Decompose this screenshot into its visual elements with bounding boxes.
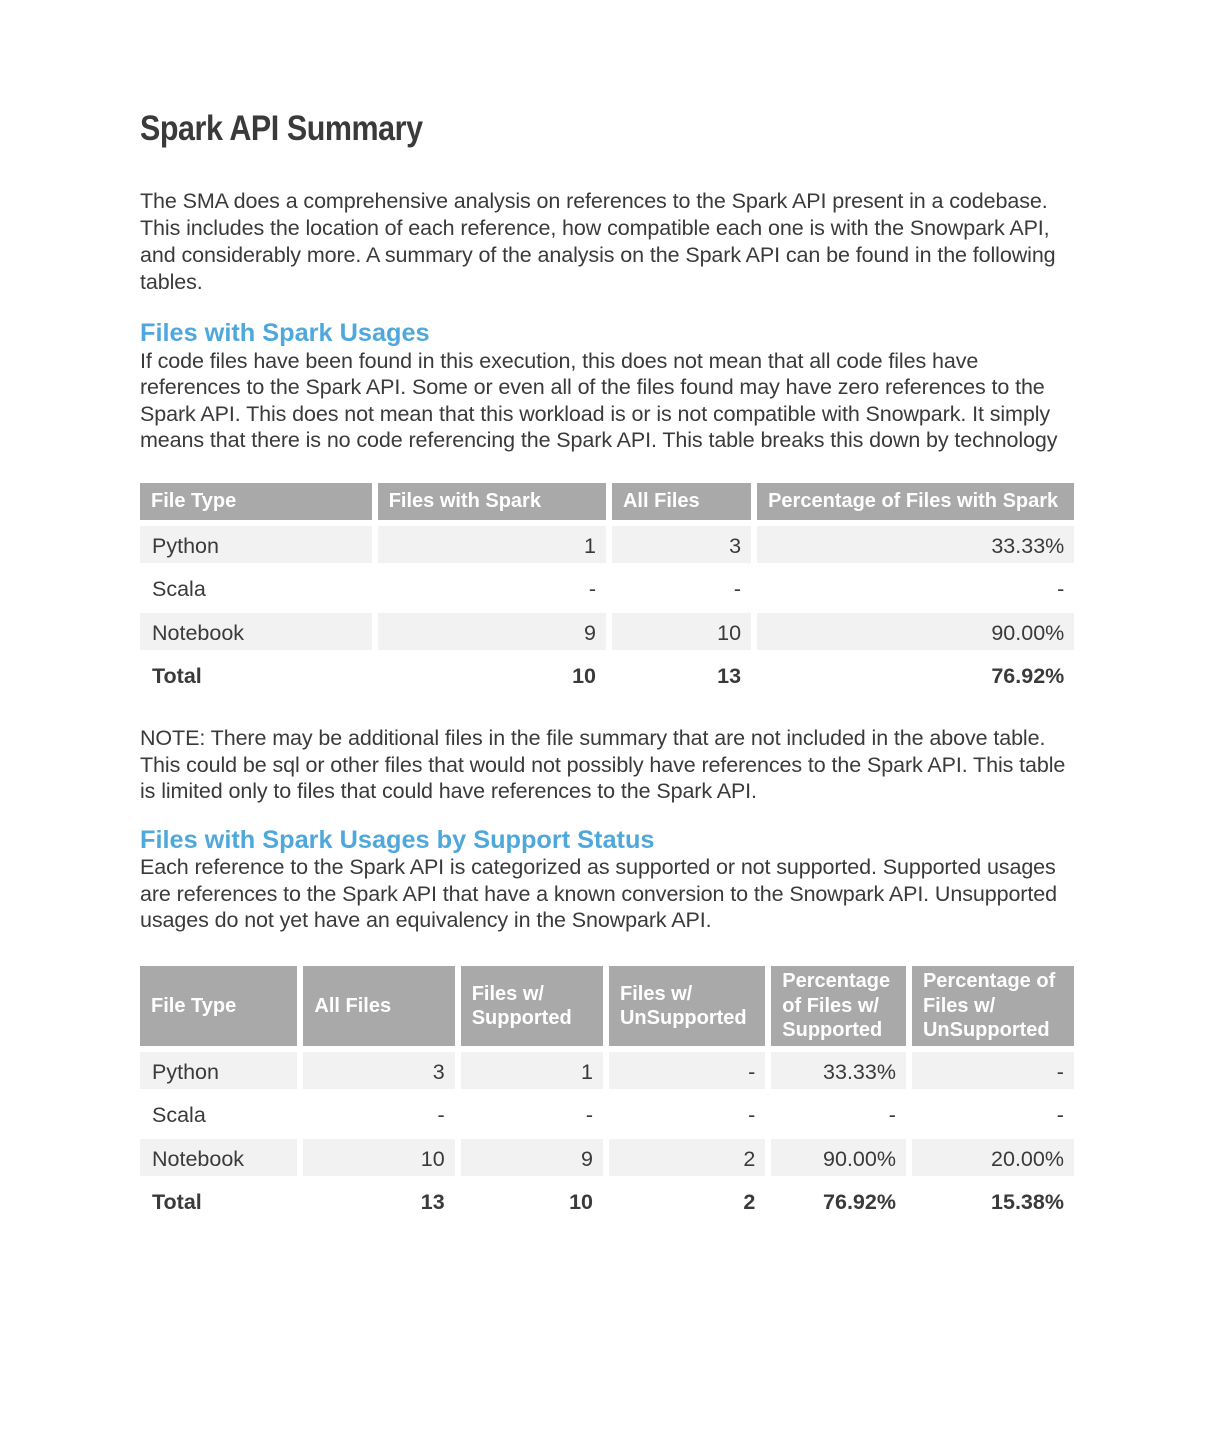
- table-cell: 3: [611, 525, 752, 564]
- text-line: is limited only to files that could have…: [140, 779, 757, 804]
- table-cell: Notebook: [140, 612, 372, 651]
- table-total-cell: 76.92%: [823, 1190, 896, 1215]
- table-cell: 90.00%: [757, 612, 1075, 651]
- table-cell: 2: [608, 1138, 766, 1177]
- files-by-support-status-table: File Type All Files Files w/ Supported File…: [140, 966, 1074, 1220]
- intro-paragraph: The SMA does a comprehensive analysis on…: [140, 188, 1073, 296]
- table-cell: 33.33%: [757, 525, 1075, 564]
- table-header-cell: All Files: [611, 482, 752, 520]
- table-header-cell: Percentage of Files with Spark: [757, 482, 1075, 520]
- table-cell: -: [911, 1051, 1074, 1090]
- table-total-cell: 13: [717, 664, 742, 689]
- table-cell: 10: [303, 1138, 455, 1177]
- table-cell: 9: [460, 1138, 603, 1177]
- document-page: Spark API Summary The SMA does a compreh…: [140, 108, 1075, 1220]
- text-line: usages do not yet have an equivalency in…: [140, 908, 712, 933]
- table-cell: -: [748, 1103, 756, 1128]
- text-line: This includes the location of each refer…: [140, 215, 1050, 240]
- text-line: If code files have been found in this ex…: [140, 348, 979, 373]
- table-cell: Scala: [152, 1103, 206, 1128]
- page-title: Spark API Summary: [140, 108, 423, 148]
- table-total-cell: Total: [152, 1190, 202, 1215]
- table-cell: Python: [140, 525, 372, 564]
- table-header-cell: Files with Spark: [377, 482, 606, 520]
- table-cell: Python: [140, 1051, 298, 1090]
- files-with-spark-table: File Type Files with Spark All Files Percen…: [140, 482, 1075, 694]
- table-cell: 1: [460, 1051, 603, 1090]
- table-cell: 20.00%: [911, 1138, 1074, 1177]
- files-with-spark-usages-description: If code files have been found in this ex…: [140, 348, 1073, 454]
- table-cell: Notebook: [140, 1138, 298, 1177]
- table-cell: -: [733, 577, 742, 602]
- table-total-cell: 10: [569, 1190, 593, 1215]
- text-line: Spark API. This does not mean that this …: [140, 401, 1051, 426]
- table-header-cell: Files w/ Supported: [460, 966, 603, 1046]
- table-total-cell: 13: [420, 1190, 445, 1215]
- table-header-cell: Percentage of Files w/ Supported: [771, 966, 906, 1046]
- table-cell: -: [1057, 577, 1065, 602]
- table-cell: -: [608, 1051, 766, 1090]
- table-total-cell: Total: [152, 664, 202, 689]
- table-cell: Scala: [152, 577, 206, 602]
- table-cell: 3: [303, 1051, 455, 1090]
- text-line: NOTE: There may be additional files in t…: [140, 726, 1046, 751]
- note-paragraph: NOTE: There may be additional files in t…: [140, 725, 1073, 805]
- table-total-cell: 2: [743, 1190, 756, 1215]
- table-header-cell: File Type: [140, 966, 298, 1046]
- table-header-cell: Files w/ UnSupported: [608, 966, 766, 1046]
- section-heading-files-with-spark-usages: Files with Spark Usages: [140, 318, 430, 347]
- table-cell: 33.33%: [771, 1051, 906, 1090]
- text-line: means that there is no code referencing …: [140, 428, 1058, 453]
- table-total-cell: 76.92%: [991, 664, 1065, 689]
- table-header-cell: File Type: [140, 482, 372, 520]
- text-line: references to the Spark API. Some or eve…: [140, 375, 1045, 400]
- table-cell: 10: [611, 612, 752, 651]
- table-cell: -: [437, 1103, 445, 1128]
- text-line: are references to the Spark API that hav…: [140, 881, 1057, 906]
- table-header-cell: Percentage of Files w/ UnSupported: [911, 966, 1074, 1046]
- section-heading-files-by-support-status: Files with Spark Usages by Support Statu…: [140, 825, 655, 854]
- text-line: Each reference to the Spark API is categ…: [140, 855, 1056, 880]
- text-line: tables.: [140, 269, 203, 294]
- table-total-cell: 10: [572, 664, 596, 689]
- files-by-support-status-description: Each reference to the Spark API is categ…: [140, 854, 1073, 934]
- table-cell: -: [1056, 1103, 1064, 1128]
- table-header-cell: All Files: [303, 966, 455, 1046]
- table-cell: 1: [377, 525, 606, 564]
- text-line: The SMA does a comprehensive analysis on…: [140, 188, 1048, 213]
- table-cell: -: [585, 1103, 593, 1128]
- table-cell: -: [888, 1103, 896, 1128]
- text-line: and considerably more. A summary of the …: [140, 242, 1056, 267]
- table-cell: 9: [377, 612, 606, 651]
- table-cell: -: [588, 577, 596, 602]
- text-line: This could be sql or other files that wo…: [140, 752, 1066, 777]
- table-total-cell: 15.38%: [991, 1190, 1064, 1215]
- table-cell: 90.00%: [771, 1138, 906, 1177]
